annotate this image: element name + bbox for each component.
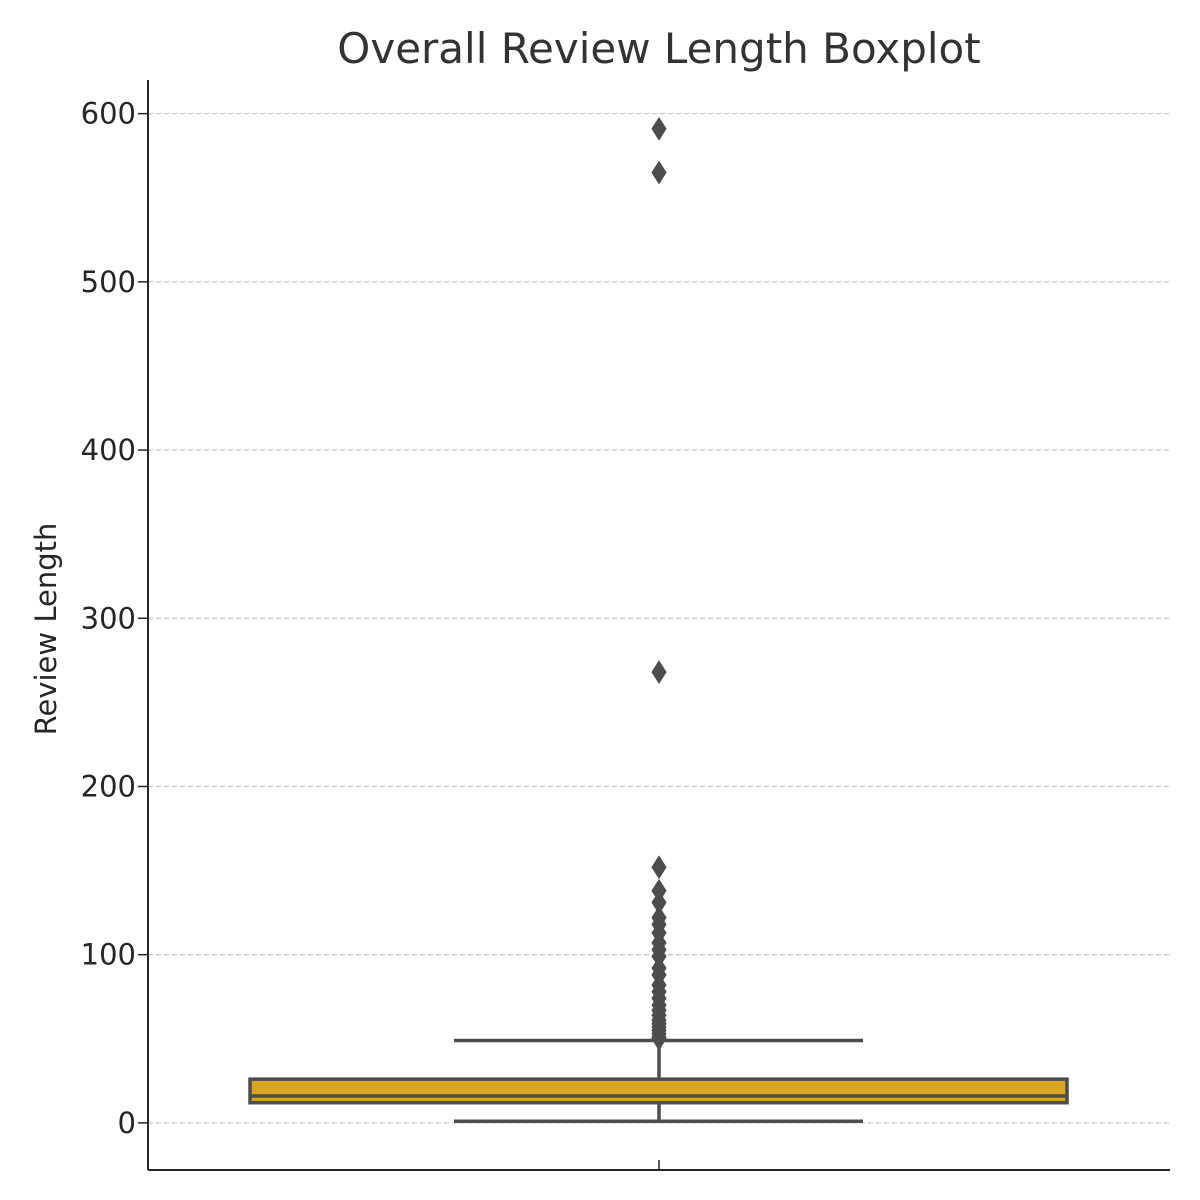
outlier-points xyxy=(651,116,667,1051)
outlier-point xyxy=(651,160,667,185)
outlier-point xyxy=(651,1026,667,1051)
y-tick-label: 200 xyxy=(81,769,136,803)
y-tick-label: 300 xyxy=(81,601,136,635)
outlier-point xyxy=(651,116,667,141)
box-and-whiskers xyxy=(248,1038,1069,1123)
y-tick-label: 400 xyxy=(81,433,136,467)
iqr-box xyxy=(248,1077,1069,1105)
y-tick-label: 600 xyxy=(81,97,136,131)
axes xyxy=(147,80,1170,1171)
y-axis-label: Review Length xyxy=(29,523,63,736)
outlier-point xyxy=(651,855,667,880)
chart-title: Overall Review Length Boxplot xyxy=(337,24,980,73)
y-tick-labels: 0 100 200 300 400 500 600 xyxy=(81,97,148,1140)
outlier-point xyxy=(651,660,667,685)
grid-lines xyxy=(148,112,1170,1124)
y-tick-label: 500 xyxy=(81,265,136,299)
y-tick-label: 100 xyxy=(81,938,136,972)
y-tick-label: 0 xyxy=(118,1106,136,1140)
